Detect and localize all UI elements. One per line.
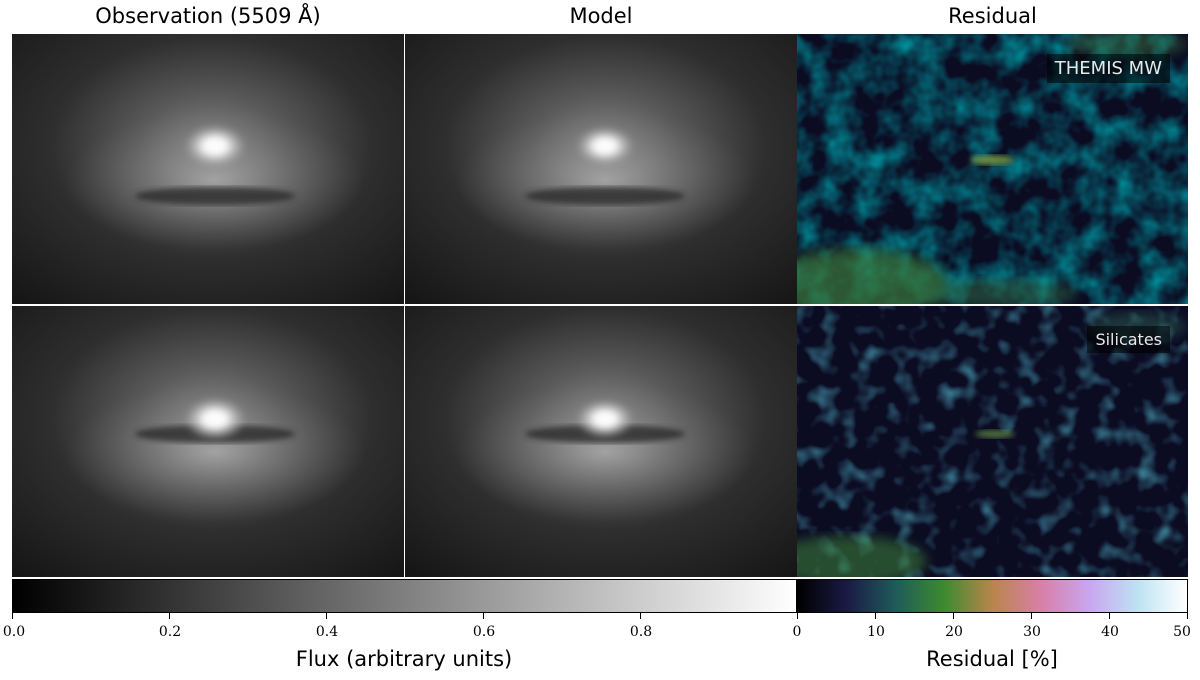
residual-colorbar [797, 579, 1188, 613]
model-label-badge: THEMIS MW [1046, 54, 1170, 83]
residual-title: Residual [948, 4, 1037, 28]
model-label-badge: Silicates [1087, 326, 1170, 353]
galaxy-model-image [405, 34, 797, 304]
flux-tick-label: 0.4 [315, 624, 339, 640]
flux-colorbar-label: Flux (arbitrary units) [295, 647, 513, 671]
residual-image-row2: Silicates [797, 306, 1188, 577]
galaxy-model-image [405, 306, 797, 577]
residual-tick [797, 613, 798, 619]
residual-tick [875, 613, 876, 619]
flux-tick-label: 0.0 [2, 624, 26, 640]
galaxy-image [12, 306, 404, 577]
residual-image-row1: THEMIS MW [797, 34, 1188, 304]
flux-tick-label: 0.6 [472, 624, 496, 640]
residual-tick [1109, 613, 1110, 619]
flux-colorbar [12, 579, 797, 613]
model-image-row2 [405, 306, 797, 577]
flux-tick-label: 0.2 [158, 624, 182, 640]
residual-tick [953, 613, 954, 619]
flux-tick [12, 613, 13, 619]
observation-image-row1 [12, 34, 404, 304]
residual-map [797, 34, 1188, 304]
residual-colorbar-label: Residual [%] [926, 647, 1058, 671]
residual-tick-label: 50 [1173, 624, 1191, 640]
residual-tick-label: 20 [945, 624, 963, 640]
model-title: Model [569, 4, 633, 28]
residual-tick-label: 40 [1101, 624, 1119, 640]
flux-tick [483, 613, 484, 619]
residual-tick-label: 30 [1023, 624, 1041, 640]
model-image-row1 [405, 34, 797, 304]
residual-map [797, 306, 1188, 577]
observation-image-row2 [12, 306, 404, 577]
observation-title: Observation (5509 Å) [95, 4, 321, 28]
flux-tick [326, 613, 327, 619]
flux-tick-label: 0.8 [629, 624, 653, 640]
flux-tick [640, 613, 641, 619]
residual-tick-label: 10 [867, 624, 885, 640]
residual-tick-label: 0 [792, 624, 802, 640]
residual-tick [1187, 613, 1188, 619]
galaxy-image [12, 34, 404, 304]
residual-tick [1031, 613, 1032, 619]
flux-tick [169, 613, 170, 619]
